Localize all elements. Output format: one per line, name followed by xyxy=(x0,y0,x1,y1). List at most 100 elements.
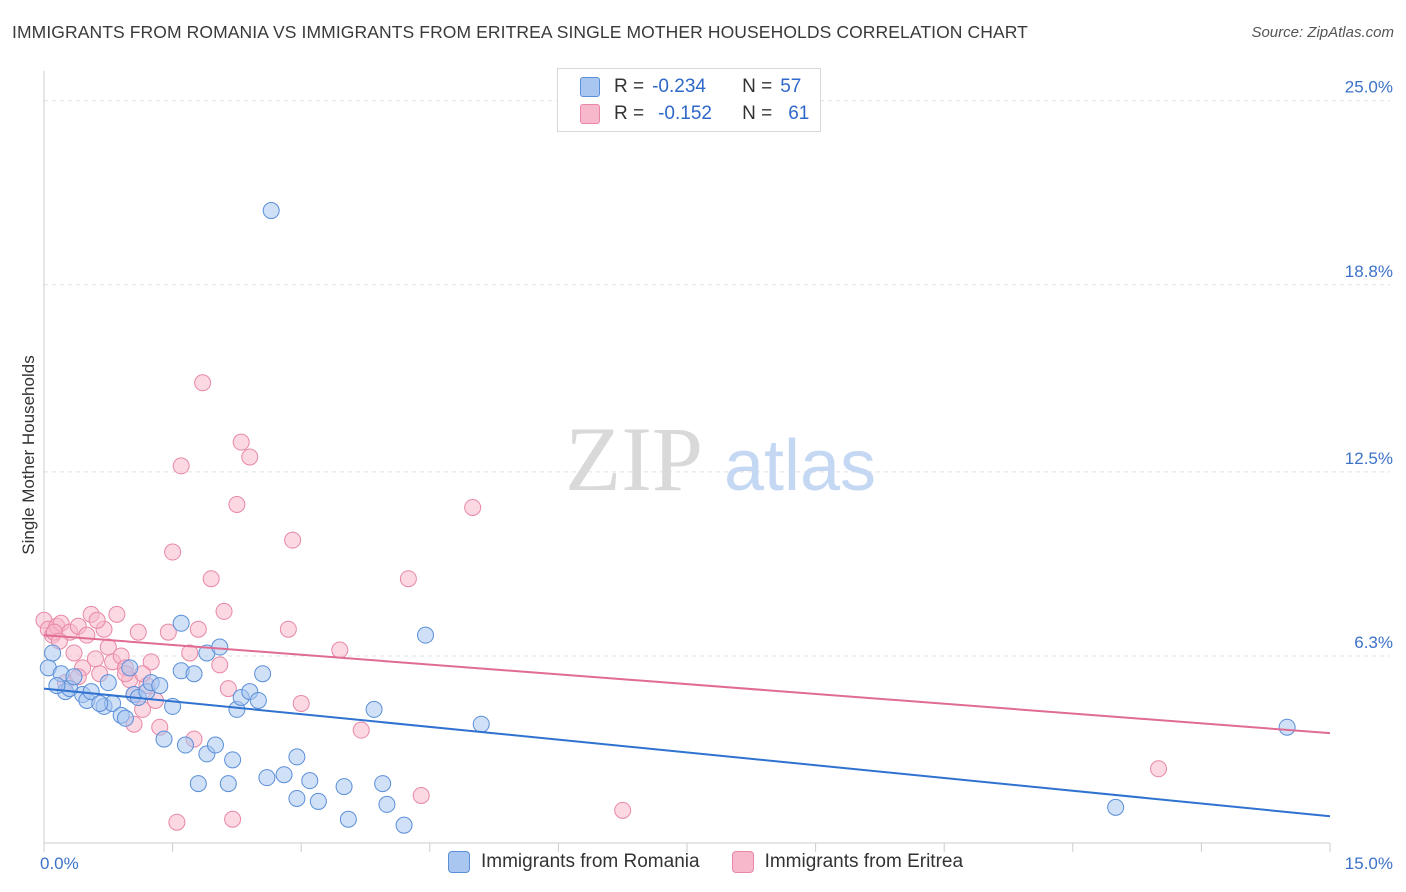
romania-point xyxy=(155,730,173,748)
eritrea-point xyxy=(232,433,250,451)
eritrea-point xyxy=(224,810,242,828)
eritrea-point xyxy=(108,605,126,623)
romania-point xyxy=(206,736,224,754)
eritrea-point xyxy=(164,543,182,561)
eritrea-point xyxy=(189,620,207,638)
eritrea-point xyxy=(219,680,237,698)
romania-point xyxy=(254,665,272,683)
eritrea-point xyxy=(159,623,177,641)
romania-point xyxy=(176,736,194,754)
romania-point xyxy=(288,748,306,766)
watermark-atlas: atlas xyxy=(724,426,876,506)
romania-legend-swatch xyxy=(448,851,470,873)
eritrea-point xyxy=(86,650,104,668)
eritrea-point xyxy=(142,653,160,671)
legend-n-label: N = xyxy=(742,76,773,97)
romania-point xyxy=(335,778,353,796)
romania-point xyxy=(151,677,169,695)
legend-r-label: R = xyxy=(614,76,645,97)
grid-lines xyxy=(44,100,1390,657)
romania-point xyxy=(65,668,83,686)
romania-point xyxy=(99,674,117,692)
eritrea-point xyxy=(464,498,482,516)
eritrea-point xyxy=(88,611,106,629)
trend-lines xyxy=(43,634,1331,818)
y-tick-label: 12.5% xyxy=(1345,449,1393,468)
romania-point xyxy=(262,202,280,220)
romania-point xyxy=(339,810,357,828)
eritrea-point xyxy=(172,457,190,475)
romania-point xyxy=(211,638,229,656)
eritrea-swatch xyxy=(580,104,600,124)
x-tick-label: 0.0% xyxy=(40,854,79,873)
romania-point xyxy=(374,775,392,793)
eritrea-r-value: -0.152 xyxy=(658,103,712,124)
romania-point xyxy=(224,751,242,769)
romania-n-value: 57 xyxy=(780,76,802,97)
legend-r-label: R = xyxy=(614,103,645,124)
x-tick-label: 15.0% xyxy=(1345,854,1393,873)
romania-swatch xyxy=(580,77,600,97)
eritrea-point xyxy=(129,623,147,641)
romania-trend-line xyxy=(43,687,1331,818)
romania-point xyxy=(275,766,293,784)
eritrea-legend-swatch xyxy=(731,851,754,873)
romania-point xyxy=(309,792,327,810)
eritrea-legend-label: Immigrants from Eritrea xyxy=(764,851,964,872)
romania-point xyxy=(121,659,139,677)
y-axis-label: Single Mother Households xyxy=(19,355,38,554)
romania-point xyxy=(417,626,435,644)
romania-point xyxy=(395,816,413,834)
eritrea-point xyxy=(215,602,233,620)
eritrea-point xyxy=(202,570,220,588)
eritrea-point xyxy=(331,641,349,659)
eritrea-n-value: 61 xyxy=(788,103,810,124)
romania-point xyxy=(189,775,207,793)
eritrea-point xyxy=(65,644,83,662)
eritrea-point xyxy=(279,620,297,638)
eritrea-trend-line xyxy=(43,634,1331,735)
chart-title: IMMIGRANTS FROM ROMANIA VS IMMIGRANTS FR… xyxy=(12,22,1028,42)
eritrea-point xyxy=(284,531,302,549)
eritrea-point xyxy=(412,786,430,804)
romania-r-value: -0.234 xyxy=(652,76,706,97)
eritrea-points xyxy=(35,374,1168,831)
eritrea-point xyxy=(292,694,310,712)
romania-points xyxy=(39,202,1296,834)
eritrea-point xyxy=(228,496,246,514)
romania-legend-label: Immigrants from Romania xyxy=(481,851,700,872)
eritrea-point xyxy=(181,644,199,662)
eritrea-point xyxy=(352,721,370,739)
eritrea-point xyxy=(194,374,212,392)
series-legend: Immigrants from Romania Immigrants from … xyxy=(448,851,995,873)
eritrea-point xyxy=(1150,760,1168,778)
romania-point xyxy=(185,665,203,683)
romania-point xyxy=(1107,798,1125,816)
eritrea-point xyxy=(168,813,186,831)
romania-point xyxy=(91,694,109,712)
eritrea-point xyxy=(211,656,229,674)
tick-labels: 6.3% 12.5% 18.8% 25.0% 0.0% 15.0% xyxy=(40,78,1393,873)
romania-point xyxy=(44,644,62,662)
legend-row-romania: R = -0.234 N = 57 xyxy=(580,75,801,99)
legend-item-eritrea[interactable]: Immigrants from Eritrea xyxy=(731,851,964,873)
legend-n-label: N = xyxy=(742,103,773,124)
y-tick-label: 25.0% xyxy=(1345,78,1393,97)
romania-point xyxy=(258,769,276,787)
eritrea-point xyxy=(614,801,632,819)
eritrea-point xyxy=(241,448,259,466)
source-label: Source: ZipAtlas.com xyxy=(1251,24,1394,41)
romania-point xyxy=(249,691,267,709)
watermark-zip: ZIP xyxy=(565,408,703,510)
eritrea-point xyxy=(78,626,96,644)
romania-point xyxy=(365,700,383,718)
romania-point xyxy=(219,775,237,793)
romania-point xyxy=(172,614,190,632)
legend-row-eritrea: R = -0.152 N = 61 xyxy=(580,102,809,126)
y-tick-label: 18.8% xyxy=(1345,262,1393,281)
romania-point xyxy=(288,789,306,807)
legend-item-romania[interactable]: Immigrants from Romania xyxy=(448,851,700,873)
romania-point xyxy=(116,709,134,727)
romania-point xyxy=(1278,718,1296,736)
